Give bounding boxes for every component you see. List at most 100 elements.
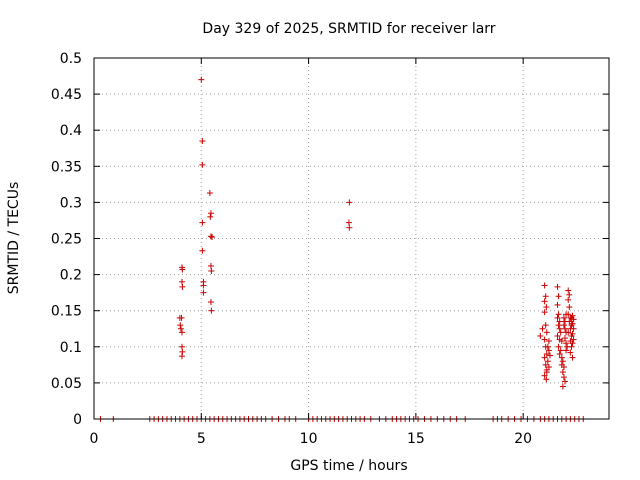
data-point (345, 219, 352, 226)
data-point (565, 311, 572, 318)
data-point (545, 347, 552, 354)
y-axis-title: SRMTID / TECUs (6, 182, 22, 295)
data-point (569, 340, 576, 347)
y-tick-label: 0 (73, 412, 82, 428)
data-point (541, 309, 548, 316)
y-tick-label: 0.25 (51, 232, 82, 248)
data-point (554, 314, 561, 321)
data-point (554, 332, 561, 339)
data-point (208, 307, 215, 314)
data-point (541, 282, 548, 289)
data-point (207, 213, 214, 220)
y-tick-label: 0.45 (51, 87, 82, 103)
y-tick-label: 0.3 (60, 195, 82, 211)
data-point (177, 322, 184, 329)
data-point (556, 351, 563, 358)
data-point (207, 299, 214, 306)
data-point (199, 138, 206, 145)
data-point (346, 224, 353, 231)
data-point (178, 343, 185, 350)
data-point (566, 318, 573, 325)
data-point (541, 354, 548, 361)
data-point (562, 378, 569, 385)
y-tick-label: 0.05 (51, 376, 82, 392)
data-point (563, 347, 570, 354)
data-point (178, 278, 185, 285)
data-point (565, 329, 572, 336)
data-point (554, 301, 561, 308)
data-point (557, 347, 564, 354)
y-tick-labels: 0 0.05 0.1 0.15 0.2 0.25 0.3 0.35 0.4 0.45 0.5 (51, 51, 82, 428)
data-point (199, 219, 206, 226)
data-point (541, 298, 548, 305)
x-tick-label: 15 (407, 431, 425, 447)
data-point (559, 383, 566, 390)
data-point (199, 161, 206, 168)
data-point (177, 325, 184, 332)
data-point (558, 338, 565, 345)
data-point (207, 262, 214, 269)
data-point (568, 322, 575, 329)
data-point (207, 233, 214, 240)
y-tick-label: 0.2 (60, 268, 82, 284)
data-point (544, 343, 551, 350)
x-tick-label: 10 (300, 431, 318, 447)
data-point (554, 283, 561, 290)
data-point (566, 291, 573, 298)
data-point (200, 282, 207, 289)
data-points (97, 76, 587, 422)
data-point (562, 335, 569, 342)
data-point (198, 76, 205, 83)
data-point (539, 325, 546, 332)
data-point (543, 369, 550, 376)
data-point (557, 329, 564, 336)
data-point (565, 296, 572, 303)
plot-frame (93, 57, 610, 420)
data-point (555, 311, 562, 318)
y-tick-label: 0.15 (51, 304, 82, 320)
data-point (558, 354, 565, 361)
data-point (346, 199, 353, 206)
data-point (570, 325, 577, 332)
data-point (545, 364, 552, 371)
data-point (555, 322, 562, 329)
grid-lines (94, 58, 609, 419)
data-point (568, 343, 575, 350)
data-point (545, 338, 552, 345)
chart-title: Day 329 of 2025, SRMTID for receiver lar… (202, 21, 495, 37)
data-point (541, 336, 548, 343)
data-point (178, 314, 185, 321)
x-axis-title: GPS time / hours (290, 458, 407, 474)
data-point (179, 283, 186, 290)
data-point (560, 314, 567, 321)
data-point (542, 293, 549, 300)
data-point (559, 369, 566, 376)
data-point (567, 349, 574, 356)
data-point (200, 289, 207, 296)
data-point (178, 353, 185, 360)
data-point (542, 322, 549, 329)
data-point (206, 190, 213, 197)
data-point (209, 234, 216, 241)
data-point (563, 340, 570, 347)
data-point (556, 325, 563, 332)
data-point (555, 293, 562, 300)
data-point (565, 287, 572, 294)
data-point (207, 210, 214, 217)
data-point (555, 343, 562, 350)
data-point (560, 364, 567, 371)
data-point (543, 329, 550, 336)
data-point (542, 361, 549, 368)
data-point (199, 247, 206, 254)
axis-ticks (93, 57, 609, 420)
data-point (570, 316, 577, 323)
data-point (559, 358, 566, 365)
data-point (570, 336, 577, 343)
data-point (179, 266, 186, 273)
data-point (537, 332, 544, 339)
x-tick-labels: 0 5 10 15 20 (90, 431, 533, 447)
data-point (569, 320, 576, 327)
data-point (566, 304, 573, 311)
x-tick-label: 20 (514, 431, 532, 447)
data-point (560, 374, 567, 381)
